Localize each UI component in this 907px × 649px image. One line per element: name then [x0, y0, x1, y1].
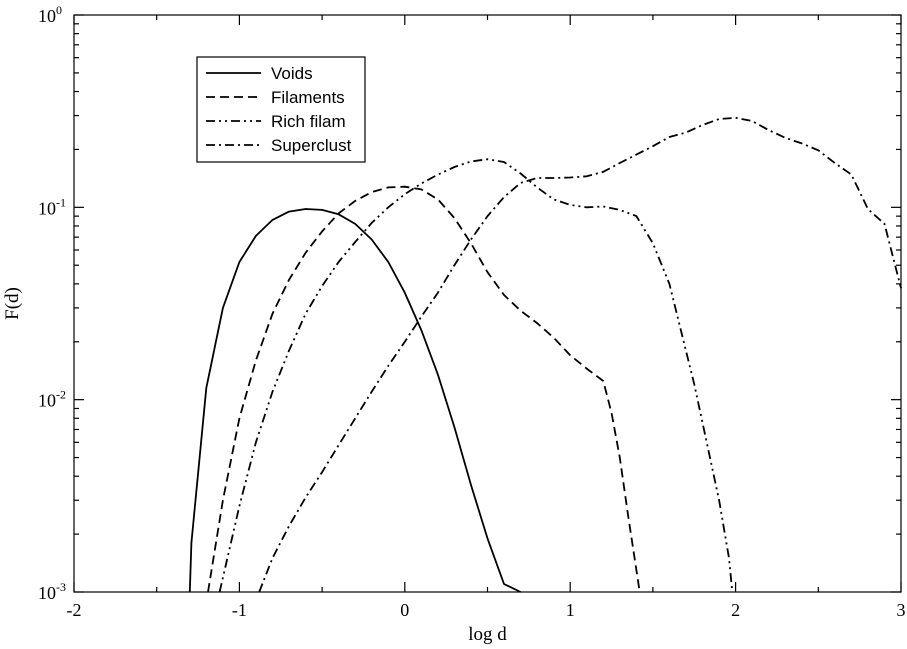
y-tick-label: 100: [38, 3, 62, 26]
y-tick-label: 10-3: [38, 580, 66, 603]
x-tick-label: 0: [400, 600, 409, 620]
x-tick-label: 3: [897, 600, 906, 620]
y-axis-label: F(d): [2, 287, 23, 320]
axis-ticks: [73, 14, 902, 593]
y-tick-label: 10-1: [38, 195, 66, 218]
legend: Voids Filaments Rich filam Superclust: [196, 56, 366, 163]
y-tick-labels: 10-3 10-2 10-1 100: [38, 3, 66, 603]
series-lines: [188, 116, 902, 593]
x-tick-label: -2: [67, 600, 82, 620]
x-axis-label: log d: [468, 624, 507, 645]
legend-entry-label: Filaments: [271, 88, 345, 107]
series-line-filaments: [207, 185, 641, 593]
x-tick-label: -1: [232, 600, 247, 620]
legend-box: [196, 56, 366, 163]
series-line-superclust: [258, 116, 902, 593]
legend-entry-label: Voids: [271, 64, 313, 83]
x-tick-label: 2: [731, 600, 740, 620]
legend-entry-label: Superclust: [271, 136, 352, 155]
x-tick-label: 1: [566, 600, 575, 620]
legend-entry-label: Rich filam: [271, 112, 346, 131]
series-line-voids: [188, 208, 521, 593]
x-tick-labels: -2 -1 0 1 2 3: [67, 600, 906, 620]
y-tick-label: 10-2: [38, 388, 66, 411]
series-line-rich-filam: [218, 158, 734, 593]
